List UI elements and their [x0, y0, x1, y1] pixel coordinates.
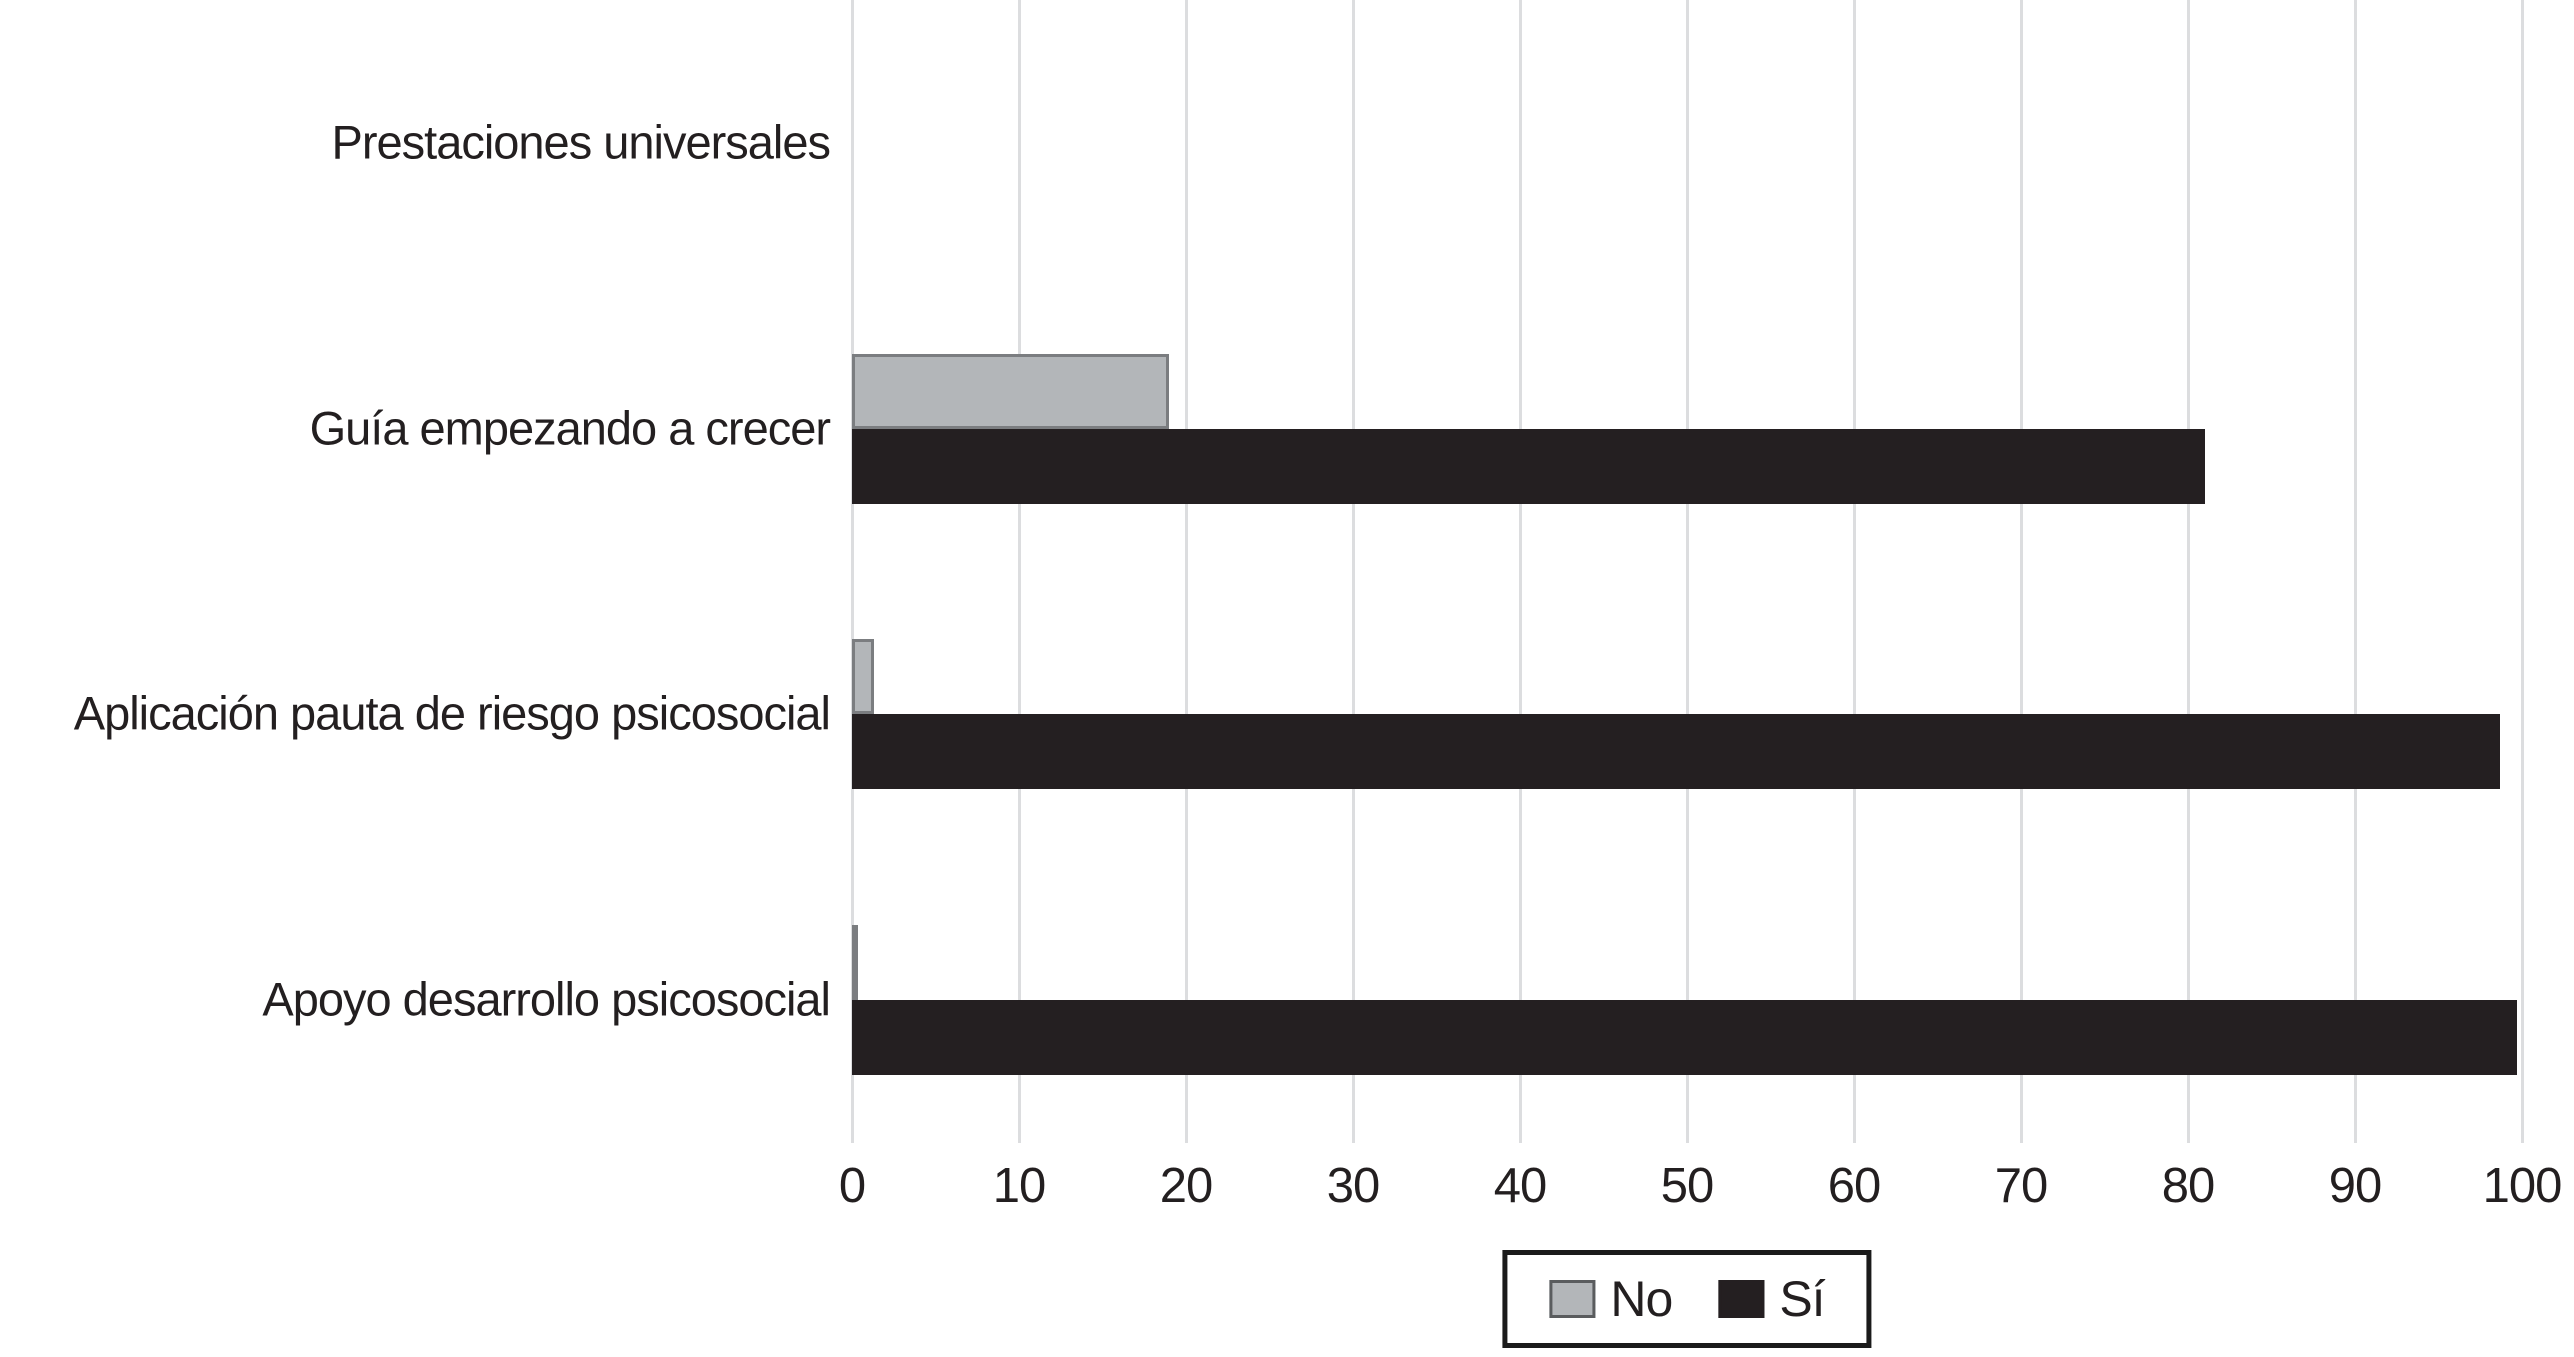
- x-tick-label: 70: [1994, 1159, 2049, 1213]
- gridline: [1685, 0, 1689, 1143]
- x-tick-label: 10: [992, 1159, 1047, 1213]
- x-tick-label: 20: [1159, 1159, 1214, 1213]
- gridline: [2019, 0, 2023, 1143]
- bar-no: [852, 925, 858, 1001]
- gridline: [1184, 0, 1188, 1143]
- x-tick-label: 30: [1326, 1159, 1381, 1213]
- gridline: [2186, 0, 2190, 1143]
- legend-swatch-no: [1549, 1280, 1596, 1318]
- legend-item: Sí: [1718, 1270, 1826, 1328]
- gridline: [1017, 0, 1021, 1143]
- legend-label: Sí: [1779, 1271, 1825, 1327]
- legend-swatch-si: [1718, 1280, 1765, 1318]
- gridline: [2520, 0, 2524, 1143]
- x-tick-label: 60: [1827, 1159, 1882, 1213]
- gridline: [850, 0, 854, 1143]
- x-tick-label: 80: [2161, 1159, 2216, 1213]
- x-tick-label: 40: [1493, 1159, 1548, 1213]
- gridline: [1518, 0, 1522, 1143]
- x-tick-label: 100: [2482, 1159, 2563, 1213]
- bar-no: [852, 639, 874, 715]
- legend: No Sí: [1502, 1250, 1872, 1348]
- x-tick-label: 0: [838, 1159, 866, 1213]
- category-label: Guía empezando a crecer: [309, 401, 831, 455]
- category-label: Prestaciones universales: [331, 115, 831, 169]
- gridline: [1351, 0, 1355, 1143]
- x-tick-label: 50: [1660, 1159, 1715, 1213]
- category-label: Apoyo desarrollo psicosocial: [262, 972, 831, 1026]
- bar-si: [852, 1000, 2517, 1076]
- category-label: Aplicación pauta de riesgo psicosocial: [73, 686, 831, 740]
- x-tick-label: 90: [2328, 1159, 2383, 1213]
- legend-label: No: [1610, 1271, 1673, 1327]
- bar-si: [852, 714, 2501, 790]
- legend-item: No: [1549, 1270, 1673, 1328]
- bar-si: [852, 428, 2205, 504]
- bar-no: [852, 353, 1170, 429]
- gridline: [2353, 0, 2357, 1143]
- gridline: [1852, 0, 1856, 1143]
